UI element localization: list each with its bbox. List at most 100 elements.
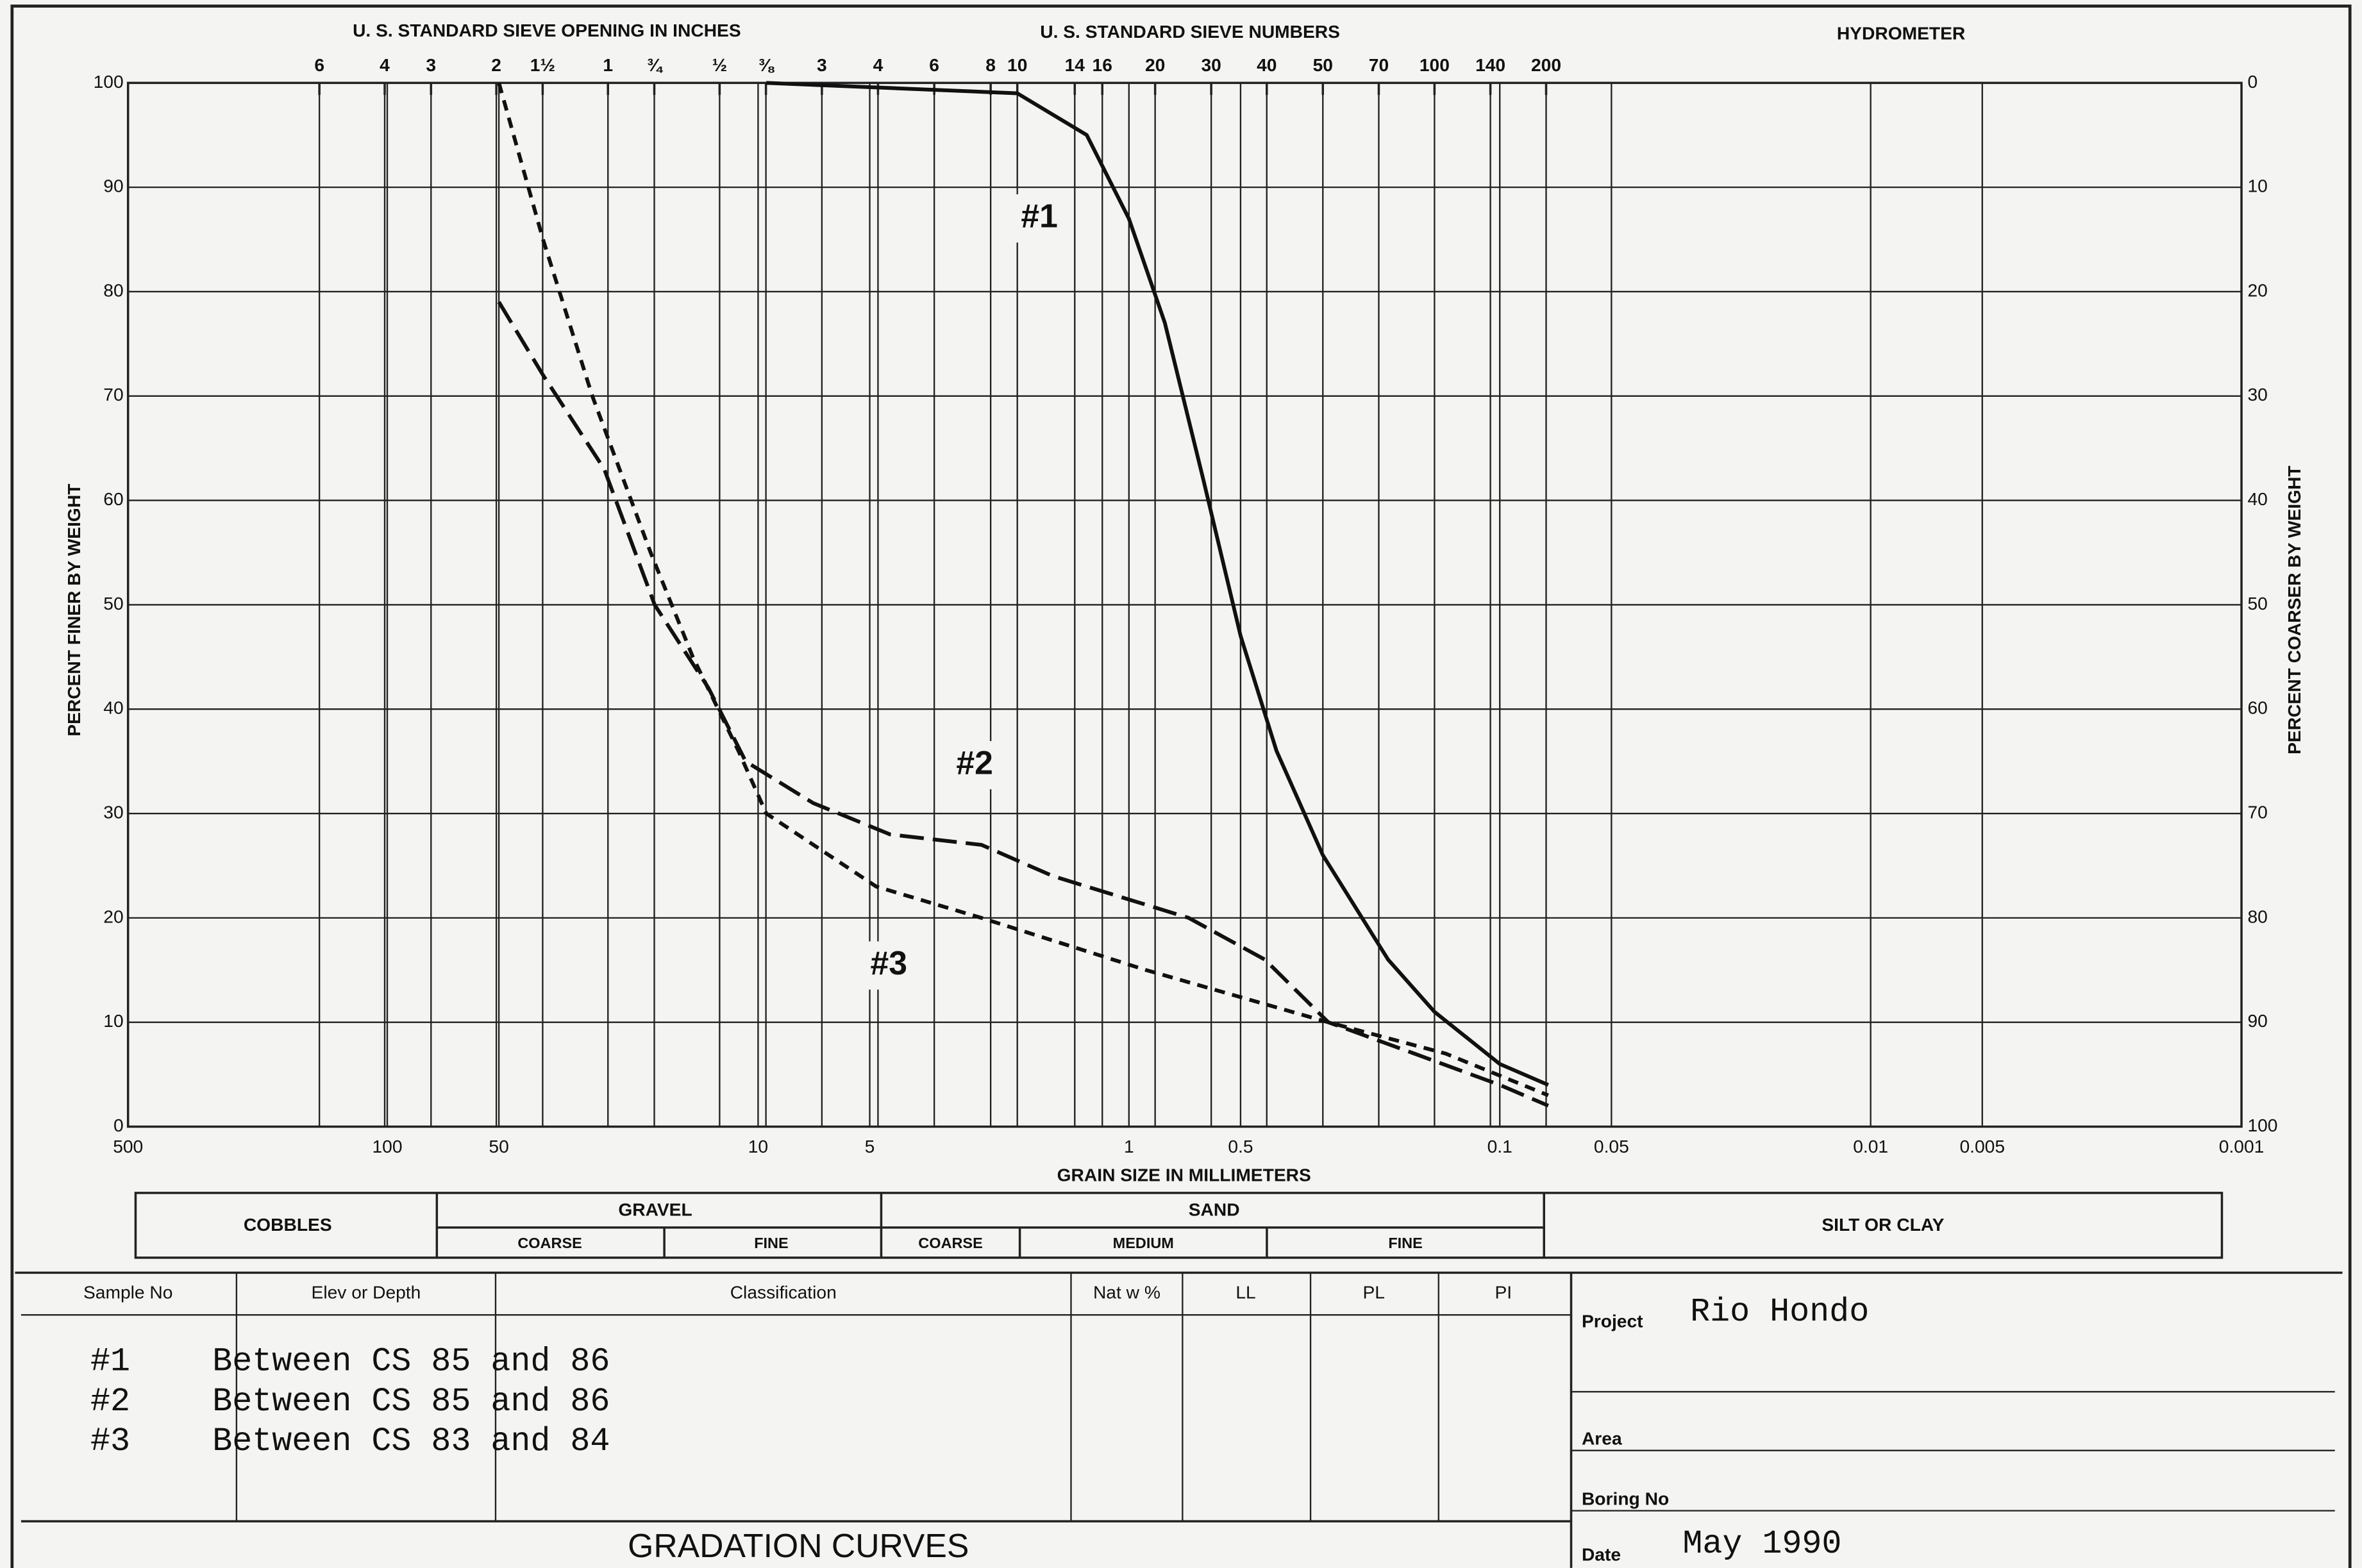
y-tick-label: 10	[103, 1010, 123, 1031]
class-label: FINE	[1388, 1235, 1423, 1251]
x-tick-label: 1	[1124, 1136, 1134, 1156]
top-tick-label: 70	[1369, 54, 1389, 75]
x-tick-label: 0.5	[1228, 1136, 1253, 1156]
gradation-curve	[766, 81, 1549, 1087]
top-tick-label: 40	[1257, 54, 1277, 75]
y2-tick-label: 60	[2247, 697, 2267, 718]
sample-id: #1	[90, 1343, 130, 1381]
soil-band: COBBLES GRAVEL COARSE FINE SAND COARSE M…	[134, 1192, 2224, 1259]
x-tick-label: 0.01	[1853, 1136, 1888, 1156]
x-tick-label: 0.1	[1487, 1136, 1512, 1156]
sample-table: Project Rio Hondo Area Boring No Date Ma…	[15, 1271, 2343, 1568]
inch-axis-title: U. S. STANDARD SIEVE OPENING IN INCHES	[353, 20, 741, 40]
class-label: COBBLES	[244, 1214, 332, 1235]
sample-location: Between CS 85 and 86	[212, 1343, 610, 1381]
curve-label: #1	[1021, 197, 1057, 234]
x-tick-label: 10	[748, 1136, 768, 1156]
curve-label: #3	[870, 944, 907, 981]
project-name: Rio Hondo	[1690, 1293, 1869, 1331]
gradation-curve	[497, 301, 1549, 1108]
table-header: Sample No	[83, 1282, 172, 1303]
x-tick-label: 50	[489, 1136, 508, 1156]
y-tick-label: 60	[103, 488, 123, 509]
label-backdrop	[859, 941, 919, 990]
sample-location: Between CS 83 and 84	[212, 1422, 610, 1460]
gradation-curve	[497, 82, 1549, 1097]
top-tick-label: 6	[929, 54, 939, 75]
top-tick-label: 6	[314, 54, 324, 75]
hydrometer-title: HYDROMETER	[1837, 23, 1965, 44]
table-header: PL	[1362, 1282, 1384, 1303]
class-label: SAND	[1189, 1199, 1240, 1220]
y-tick-label: 40	[103, 697, 123, 718]
top-tick-label: 14	[1065, 54, 1085, 75]
y2-tick-label: 40	[2247, 488, 2267, 509]
top-tick-label: 3	[817, 54, 827, 75]
info-label: Boring No	[1582, 1489, 1669, 1509]
y2-tick-label: 0	[2247, 71, 2257, 92]
y-tick-label: 90	[103, 176, 123, 196]
y2-tick-label: 30	[2247, 384, 2267, 405]
top-tick-label: 2	[491, 54, 501, 75]
table-header: Classification	[730, 1282, 837, 1303]
y-tick-label: 100	[94, 71, 124, 92]
top-tick-label: ¾	[647, 54, 664, 75]
top-tick-label: 10	[1007, 54, 1027, 75]
y2-tick-label: 90	[2247, 1010, 2267, 1031]
y2-tick-label: 10	[2247, 176, 2267, 196]
y2-axis-title: PERCENT COARSER BY WEIGHT	[2284, 465, 2304, 755]
top-tick-label: 3	[426, 54, 436, 75]
y-axis-title: PERCENT FINER BY WEIGHT	[63, 484, 84, 737]
top-tick-label: ½	[712, 54, 728, 75]
top-tick-label: 100	[1420, 54, 1450, 75]
x-axis-title: GRAIN SIZE IN MILLIMETERS	[1057, 1164, 1311, 1185]
y-tick-label: 80	[103, 279, 123, 300]
sample-id: #2	[90, 1383, 130, 1421]
x-tick-label: 100	[372, 1136, 402, 1156]
y2-tick-label: 20	[2247, 279, 2267, 300]
sieve-axis-title: U. S. STANDARD SIEVE NUMBERS	[1040, 21, 1340, 42]
table-header: Nat w %	[1093, 1282, 1160, 1303]
y2-tick-label: 100	[2247, 1115, 2277, 1135]
curve-label: #2	[956, 744, 993, 781]
y-tick-label: 50	[103, 593, 123, 613]
sample-location: Between CS 85 and 86	[212, 1383, 610, 1421]
top-tick-label: 8	[985, 54, 996, 75]
info-label: Area	[1582, 1428, 1622, 1449]
class-label: FINE	[754, 1235, 788, 1251]
sample-id: #3	[90, 1422, 130, 1460]
sheet-title: GRADATION CURVES	[628, 1527, 969, 1564]
band-frame	[134, 1192, 2224, 1259]
class-label: MEDIUM	[1113, 1235, 1174, 1251]
top-tick-label: 20	[1145, 54, 1165, 75]
x-tick-label: 0.05	[1594, 1136, 1629, 1156]
top-tick-label: 140	[1475, 54, 1505, 75]
y2-tick-label: 80	[2247, 906, 2267, 926]
y-tick-label: 20	[103, 906, 123, 926]
table-header: LL	[1235, 1282, 1255, 1303]
x-tick-label: 5	[865, 1136, 875, 1156]
y2-tick-label: 50	[2247, 593, 2267, 613]
table-header: Elev or Depth	[312, 1282, 421, 1303]
top-tick-label: 1	[603, 54, 613, 75]
class-label: COARSE	[517, 1235, 582, 1251]
y-tick-label: 0	[113, 1115, 124, 1135]
y-tick-label: 30	[103, 802, 123, 822]
top-tick-label: 200	[1531, 54, 1561, 75]
top-tick-label: 4	[380, 54, 390, 75]
y-tick-label: 70	[103, 384, 123, 405]
date-value: May 1990	[1682, 1525, 1841, 1563]
class-label: GRAVEL	[618, 1199, 692, 1220]
info-label: Project	[1582, 1310, 1643, 1331]
top-tick-label: 16	[1093, 54, 1112, 75]
top-tick-label: ⅜	[758, 54, 775, 75]
sheet-border	[10, 4, 2352, 1568]
top-tick-label: 4	[873, 54, 884, 75]
table-header: PI	[1495, 1282, 1512, 1303]
info-label: Date	[1582, 1544, 1621, 1565]
y2-tick-label: 70	[2247, 802, 2267, 822]
label-backdrop	[1009, 194, 1070, 243]
top-tick-label: 50	[1313, 54, 1333, 75]
top-tick-label: 30	[1201, 54, 1221, 75]
